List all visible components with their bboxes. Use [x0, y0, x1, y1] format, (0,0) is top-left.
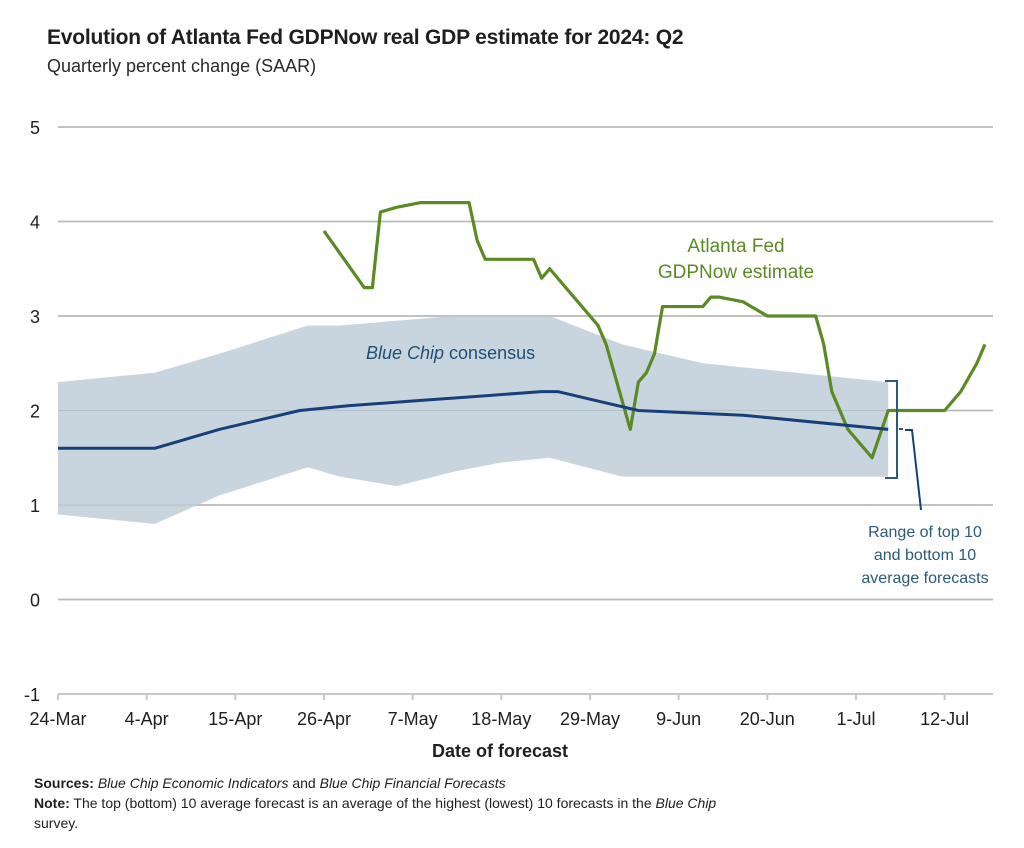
- note-label: Note:: [34, 795, 70, 811]
- axes: 5 4 3 2 1 0 -1 24-Mar 4-Apr 15-Apr 26-Apr 7-May 18-M…: [24, 118, 993, 729]
- range-bracket: [885, 380, 898, 479]
- forecast-range-band-layer: [58, 126, 993, 600]
- x-tick-label: 29-May: [560, 709, 620, 729]
- gdpnow-label-line2: GDPNow estimate: [658, 262, 814, 283]
- note-text: The top (bottom) 10 average forecast is …: [69, 795, 656, 811]
- x-tick-label: 18-May: [471, 709, 531, 729]
- x-tick-label: 9-Jun: [656, 709, 701, 729]
- x-tick-label: 26-Apr: [297, 709, 351, 729]
- consensus-label-italic: Blue Chip: [366, 343, 444, 363]
- x-tick-label: 12-Jul: [920, 709, 969, 729]
- sources-label: Sources:: [34, 775, 94, 791]
- range-leader-line: [905, 429, 922, 511]
- note-italic: Blue Chip: [655, 795, 717, 811]
- chart-title: Evolution of Atlanta Fed GDPNow real GDP…: [47, 26, 684, 49]
- y-tick-label: -1: [24, 685, 40, 705]
- x-tick-label: 20-Jun: [740, 709, 795, 729]
- chart-subtitle: Quarterly percent change (SAAR): [47, 56, 317, 76]
- y-tick-label: 4: [30, 213, 40, 233]
- y-tick-label: 1: [30, 496, 40, 516]
- gdpnow-label-line1: Atlanta Fed: [687, 236, 784, 257]
- range-label-line1: Range of top 10: [868, 524, 982, 541]
- forecast-range-band: [58, 316, 889, 524]
- y-tick-label: 3: [30, 307, 40, 327]
- sources-italic-1: Blue Chip Economic Indicators: [97, 775, 289, 791]
- series-layer: [58, 201, 987, 460]
- x-tick-label: 15-Apr: [208, 709, 262, 729]
- range-label-line2: and bottom 10: [874, 547, 976, 564]
- x-tick-label: 4-Apr: [125, 709, 169, 729]
- sources-italic-2: Blue Chip Financial Forecasts: [319, 775, 506, 791]
- y-tick-label: 0: [30, 591, 40, 611]
- x-tick-label: 7-May: [388, 709, 438, 729]
- note-line-2: survey.: [34, 815, 79, 831]
- consensus-label: Blue Chip consensus: [366, 343, 535, 363]
- sources-line: Sources: Blue Chip Economic Indicators a…: [34, 775, 506, 791]
- gdpnow-series-line: [322, 201, 987, 460]
- y-tick-label: 2: [30, 402, 40, 422]
- note-line: Note: The top (bottom) 10 average foreca…: [34, 795, 716, 811]
- x-tick-label: 24-Mar: [29, 709, 86, 729]
- y-tick-label: 5: [30, 118, 40, 138]
- range-label-line3: average forecasts: [861, 570, 988, 587]
- sources-and: and: [288, 775, 320, 791]
- x-axis-label: Date of forecast: [432, 741, 568, 761]
- x-tick-label: 1-Jul: [836, 709, 875, 729]
- consensus-series-line: [58, 390, 889, 450]
- consensus-label-rest: consensus: [444, 343, 535, 363]
